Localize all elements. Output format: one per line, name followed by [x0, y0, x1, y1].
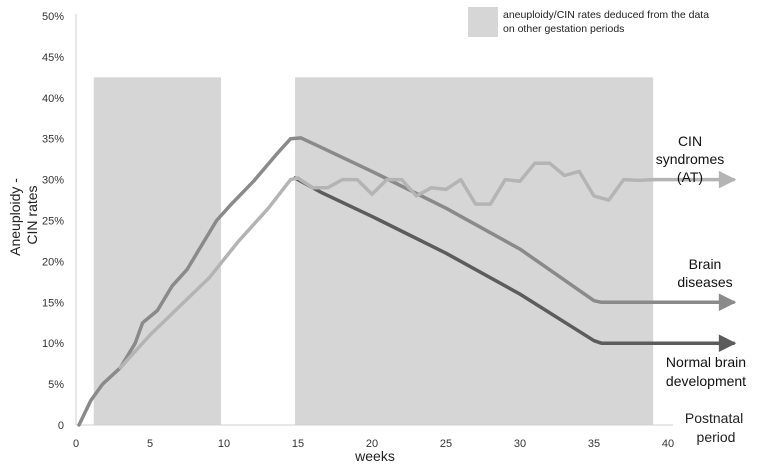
postnatal-label-line-2: period: [697, 429, 736, 445]
x-tick-label: 20: [366, 438, 378, 450]
normal-brain-development-label: Normal brain development: [666, 354, 746, 389]
x-tick-label: 30: [514, 438, 526, 450]
x-tick-label: 15: [292, 438, 304, 450]
axes: [75, 14, 673, 426]
y-tick-label: 20%: [42, 256, 64, 268]
brain-diseases-label: Brain diseases: [677, 256, 732, 290]
cin-syndromes-label-line: syndromes: [656, 151, 724, 167]
y-tick-label: 35%: [42, 134, 64, 146]
shaded-region-2: [295, 77, 654, 425]
y-tick-label: 25%: [42, 216, 64, 228]
brain-diseases-label-line: diseases: [677, 274, 732, 290]
cin-syndromes-label: CIN syndromes (AT): [656, 133, 724, 185]
brain-diseases-label-line: Brain: [689, 256, 722, 272]
x-tick-label: 35: [588, 438, 600, 450]
legend-line-1: aneuploidy/CIN rates deduced from the da…: [503, 9, 709, 21]
normal-brain-development-label-line: Normal brain: [666, 354, 746, 370]
series-lines: [77, 136, 737, 427]
y-tick-label: 45%: [42, 52, 64, 64]
x-tick-label: 0: [73, 438, 79, 450]
normal-brain-development-label-line: development: [666, 373, 746, 389]
y-tick-label: 10%: [42, 338, 64, 350]
y-axis-title: Aneuploidy - CIN rates: [7, 174, 40, 256]
x-tick-label: 40: [662, 438, 674, 450]
postnatal-label-line-1: Postnatal: [685, 410, 743, 426]
y-tick-label: 5%: [48, 379, 64, 391]
y-tick-label: 15%: [42, 297, 64, 309]
cin-syndromes-line: [118, 161, 655, 370]
x-tick-label: 25: [440, 438, 452, 450]
y-tick-label: 0: [58, 420, 64, 432]
legend-line-2: on other gestation periods: [503, 23, 624, 35]
cin-syndromes-label-line: CIN: [678, 133, 702, 149]
tick-labels: 0 5% 10% 15% 20% 25% 30% 35% 40% 45% 50% 0 5 10 15 20 25…: [42, 11, 674, 450]
x-axis-title: weeks: [354, 448, 395, 464]
y-tick-label: 50%: [42, 11, 64, 23]
y-axis-title-line-2: CIN rates: [24, 185, 40, 244]
shaded-regions: [93, 77, 654, 425]
x-tick-label: 5: [147, 438, 153, 450]
legend-swatch: [468, 7, 498, 37]
legend: aneuploidy/CIN rates deduced from the da…: [468, 7, 712, 37]
legend-text: aneuploidy/CIN rates deduced from the da…: [503, 9, 712, 35]
y-tick-label: 30%: [42, 175, 64, 187]
y-axis-title-line-1: Aneuploidy -: [7, 178, 23, 256]
cin-syndromes-label-line: (AT): [677, 169, 703, 185]
postnatal-period-label: Postnatal period: [685, 410, 747, 445]
normal-brain-development-line: [293, 176, 604, 345]
series-labels: Brain diseases Normal brain development CIN s…: [656, 133, 746, 389]
x-tick-label: 10: [218, 438, 230, 450]
y-tick-label: 40%: [42, 93, 64, 105]
